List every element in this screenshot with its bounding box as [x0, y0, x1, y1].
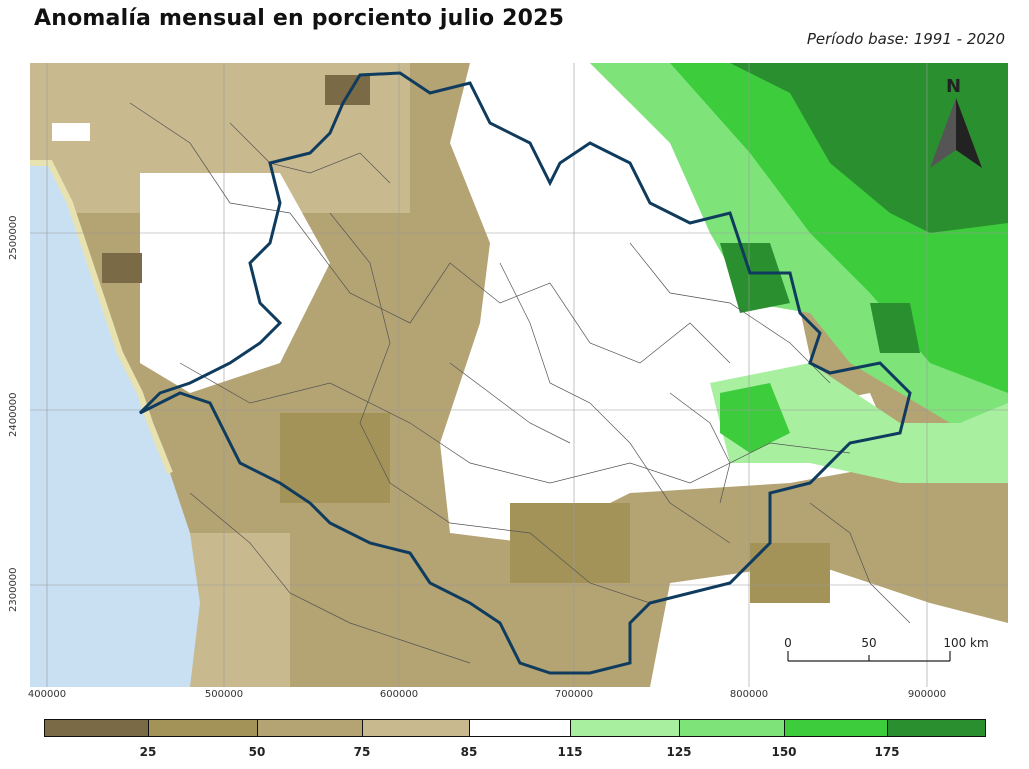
scale-label: 0 — [784, 636, 792, 650]
anomaly-zone-125 — [710, 363, 1008, 483]
scale-label: 100 km — [943, 636, 989, 650]
x-tick-label: 700000 — [554, 689, 594, 700]
x-tick-label: 900000 — [907, 689, 947, 700]
legend-swatch — [44, 719, 149, 737]
ocean — [30, 163, 200, 687]
anomaly-zone-175 — [720, 383, 790, 453]
anomaly-zone-50 — [280, 413, 390, 503]
coastline — [30, 160, 173, 475]
x-tick-label: 400000 — [27, 689, 67, 700]
legend-swatch — [784, 719, 888, 737]
anomaly-zone-max — [730, 63, 1008, 233]
legend-label: 115 — [557, 745, 583, 759]
y-tick-label: 2500000 — [8, 215, 19, 260]
x-tick-label: 800000 — [729, 689, 769, 700]
legend-label: 50 — [248, 745, 266, 759]
municipal-boundaries — [129, 102, 911, 664]
anomaly-zone-normal — [140, 173, 330, 393]
anomaly-map — [30, 63, 1008, 687]
anomaly-zone-50 — [510, 503, 630, 583]
legend-label: 175 — [874, 745, 900, 759]
legend-label: 25 — [139, 745, 157, 759]
legend-label: 150 — [771, 745, 797, 759]
color-legend — [44, 719, 986, 739]
legend-swatch — [362, 719, 470, 737]
legend-label: 125 — [666, 745, 692, 759]
scale-label: 50 — [861, 636, 877, 650]
legend-swatch — [887, 719, 986, 737]
anomaly-zone-normal — [52, 123, 90, 141]
north-arrow-icon — [930, 98, 982, 168]
map-gridlines — [30, 63, 1008, 687]
y-tick-label: 2300000 — [8, 567, 19, 612]
x-tick-label: 500000 — [204, 689, 244, 700]
x-tick-label: 600000 — [379, 689, 419, 700]
anomaly-zone-50 — [750, 543, 830, 603]
anomaly-zone-25 — [325, 75, 370, 105]
legend-swatch — [469, 719, 571, 737]
legend-swatch — [148, 719, 258, 737]
map-canvas — [30, 63, 1008, 687]
anomaly-zone-25 — [102, 253, 142, 283]
legend-label: 75 — [353, 745, 371, 759]
anomaly-zone-max — [720, 243, 790, 313]
legend-swatch — [679, 719, 785, 737]
anomaly-zone-normal — [650, 563, 1008, 687]
legend-swatch — [570, 719, 680, 737]
map-title: Anomalía mensual en porciento julio 2025 — [34, 6, 565, 31]
legend-label: 85 — [460, 745, 478, 759]
anomaly-zone-max — [870, 303, 920, 353]
state-boundary — [138, 71, 912, 675]
base-period-subtitle: Período base: 1991 - 2020 — [806, 30, 1005, 48]
y-tick-label: 2400000 — [8, 392, 19, 437]
north-label: N — [946, 76, 962, 97]
scale-bar — [787, 651, 951, 662]
legend-swatch — [257, 719, 363, 737]
